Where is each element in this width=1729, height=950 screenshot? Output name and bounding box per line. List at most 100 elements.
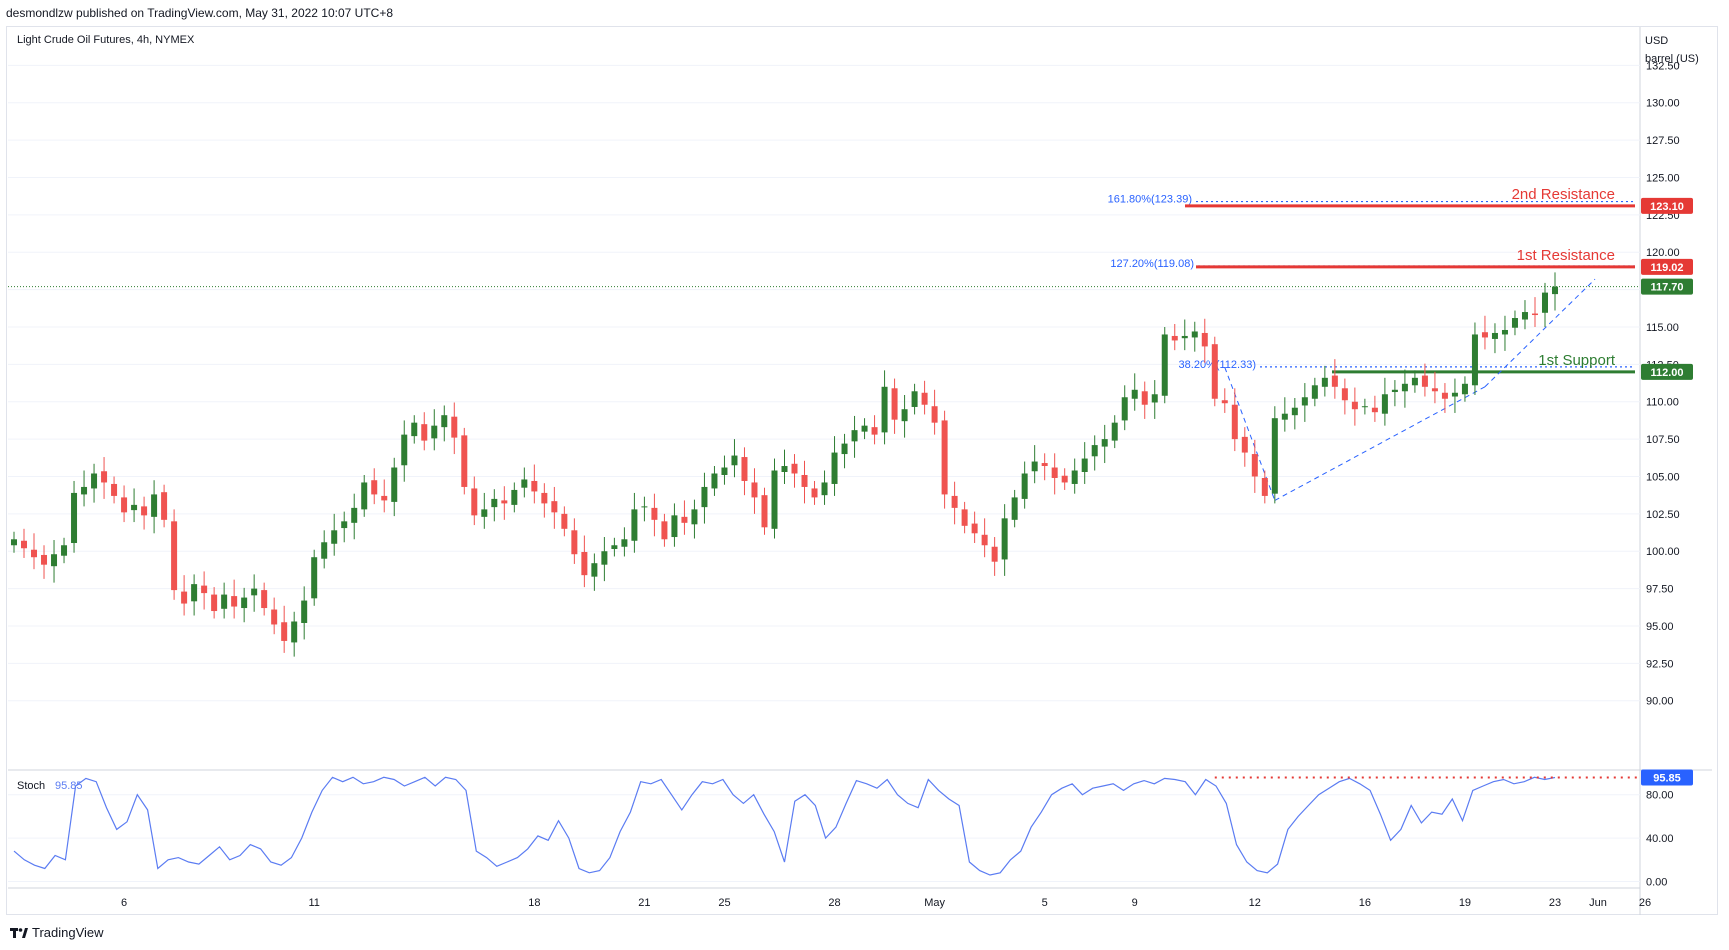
- candle-body: [511, 489, 518, 505]
- candle-body: [941, 420, 948, 495]
- levels: 161.80%(123.39)127.20%(119.08)38.20%(112…: [8, 186, 1640, 501]
- candle-body: [1311, 385, 1318, 399]
- unit-label: barrel (US): [1645, 53, 1699, 65]
- candle-body: [261, 590, 268, 609]
- x-tick-label: 21: [638, 897, 650, 909]
- candle-body: [841, 443, 848, 455]
- stoch-line: [13, 776, 1556, 876]
- candle-body: [351, 507, 358, 523]
- candle-body: [1131, 389, 1138, 399]
- candle-body: [141, 506, 148, 516]
- candle-body: [621, 539, 628, 547]
- candle-body: [1181, 335, 1188, 339]
- candle-body: [451, 416, 458, 438]
- price-badge-label: 123.10: [1650, 201, 1684, 213]
- candle-body: [901, 409, 908, 422]
- fib-label: 161.80%(123.39): [1108, 194, 1192, 206]
- candle-body: [1031, 461, 1038, 472]
- candles: [10, 272, 1559, 657]
- candle-body: [151, 494, 158, 517]
- candle-body: [1351, 401, 1358, 410]
- candle-body: [881, 386, 888, 433]
- candle-body: [871, 427, 878, 435]
- candle-body: [381, 495, 388, 501]
- candle-body: [1211, 344, 1218, 399]
- candle-body: [591, 563, 598, 577]
- price-badge: [1641, 197, 1693, 214]
- y-tick-label: 115.00: [1646, 322, 1679, 334]
- candle-body: [301, 600, 308, 623]
- candle-body: [71, 492, 78, 544]
- candle-body: [1241, 436, 1248, 453]
- x-tick-label: 16: [1359, 897, 1371, 909]
- candle-body: [1141, 391, 1148, 405]
- x-tick-label: 9: [1132, 897, 1138, 909]
- candle-body: [391, 467, 398, 502]
- candle-body: [241, 597, 248, 609]
- x-tick-label: 26: [1639, 897, 1651, 909]
- candle-body: [1271, 418, 1278, 494]
- candle-body: [1051, 467, 1058, 478]
- candle-body: [10, 539, 18, 546]
- candle-body: [691, 509, 698, 525]
- currency-label: USD: [1645, 35, 1668, 47]
- resistance-label: 2nd Resistance: [1512, 186, 1615, 203]
- candle-body: [1431, 388, 1438, 392]
- y-tick-label: 97.50: [1646, 584, 1674, 596]
- candle-body: [731, 455, 738, 466]
- candle-body: [1021, 473, 1028, 499]
- candle-body: [1201, 332, 1208, 347]
- candle-body: [651, 507, 658, 520]
- tradingview-logo[interactable]: TradingView: [10, 925, 104, 940]
- candle-body: [851, 430, 858, 442]
- candle-body: [291, 621, 298, 643]
- candle-body: [571, 530, 578, 555]
- candle-body: [1331, 375, 1338, 387]
- candle-body: [1341, 388, 1348, 401]
- tv-logo-icon: [10, 927, 28, 938]
- x-tick-label: 28: [828, 897, 840, 909]
- candle-body: [991, 546, 998, 562]
- stoch-y-tick-label: 0.00: [1646, 876, 1667, 888]
- candle-body: [601, 551, 608, 565]
- y-tick-label: 90.00: [1646, 696, 1674, 708]
- x-tick-label: Jun: [1589, 897, 1607, 909]
- support-label: 1st Support: [1538, 352, 1616, 369]
- candle-body: [131, 504, 138, 511]
- candle-body: [1531, 313, 1538, 316]
- trend-line: [1274, 386, 1486, 501]
- candle-body: [741, 457, 748, 481]
- candle-body: [81, 486, 88, 495]
- candle-body: [1361, 406, 1368, 408]
- candle-body: [1461, 383, 1468, 395]
- candle-body: [961, 509, 968, 526]
- candle-body: [281, 622, 288, 641]
- candle-body: [251, 588, 258, 596]
- y-tick-label: 110.00: [1646, 397, 1679, 409]
- x-tick-label: 23: [1549, 897, 1561, 909]
- candle-body: [681, 516, 688, 523]
- candle-body: [471, 488, 478, 516]
- candle-body: [421, 424, 428, 441]
- y-tick-label: 127.50: [1646, 135, 1680, 147]
- stoch-y-tick-label: 40.00: [1646, 833, 1674, 845]
- stoch-badge-label: 95.85: [1653, 773, 1681, 785]
- price-badge: [1641, 258, 1693, 275]
- candle-body: [1281, 413, 1288, 420]
- candle-body: [121, 497, 128, 513]
- candle-body: [1001, 518, 1008, 560]
- candle-body: [111, 483, 118, 496]
- candle-body: [411, 422, 418, 437]
- price-badge: [1641, 278, 1693, 295]
- candle-body: [1061, 475, 1068, 483]
- candle-body: [21, 540, 28, 549]
- candle-body: [481, 509, 488, 517]
- candle-body: [311, 557, 318, 599]
- candle-body: [661, 521, 668, 540]
- candle-body: [211, 594, 218, 612]
- candle-body: [191, 584, 198, 602]
- candle-body: [91, 473, 98, 489]
- candle-body: [1011, 497, 1018, 520]
- price-badge-label: 112.00: [1650, 367, 1683, 379]
